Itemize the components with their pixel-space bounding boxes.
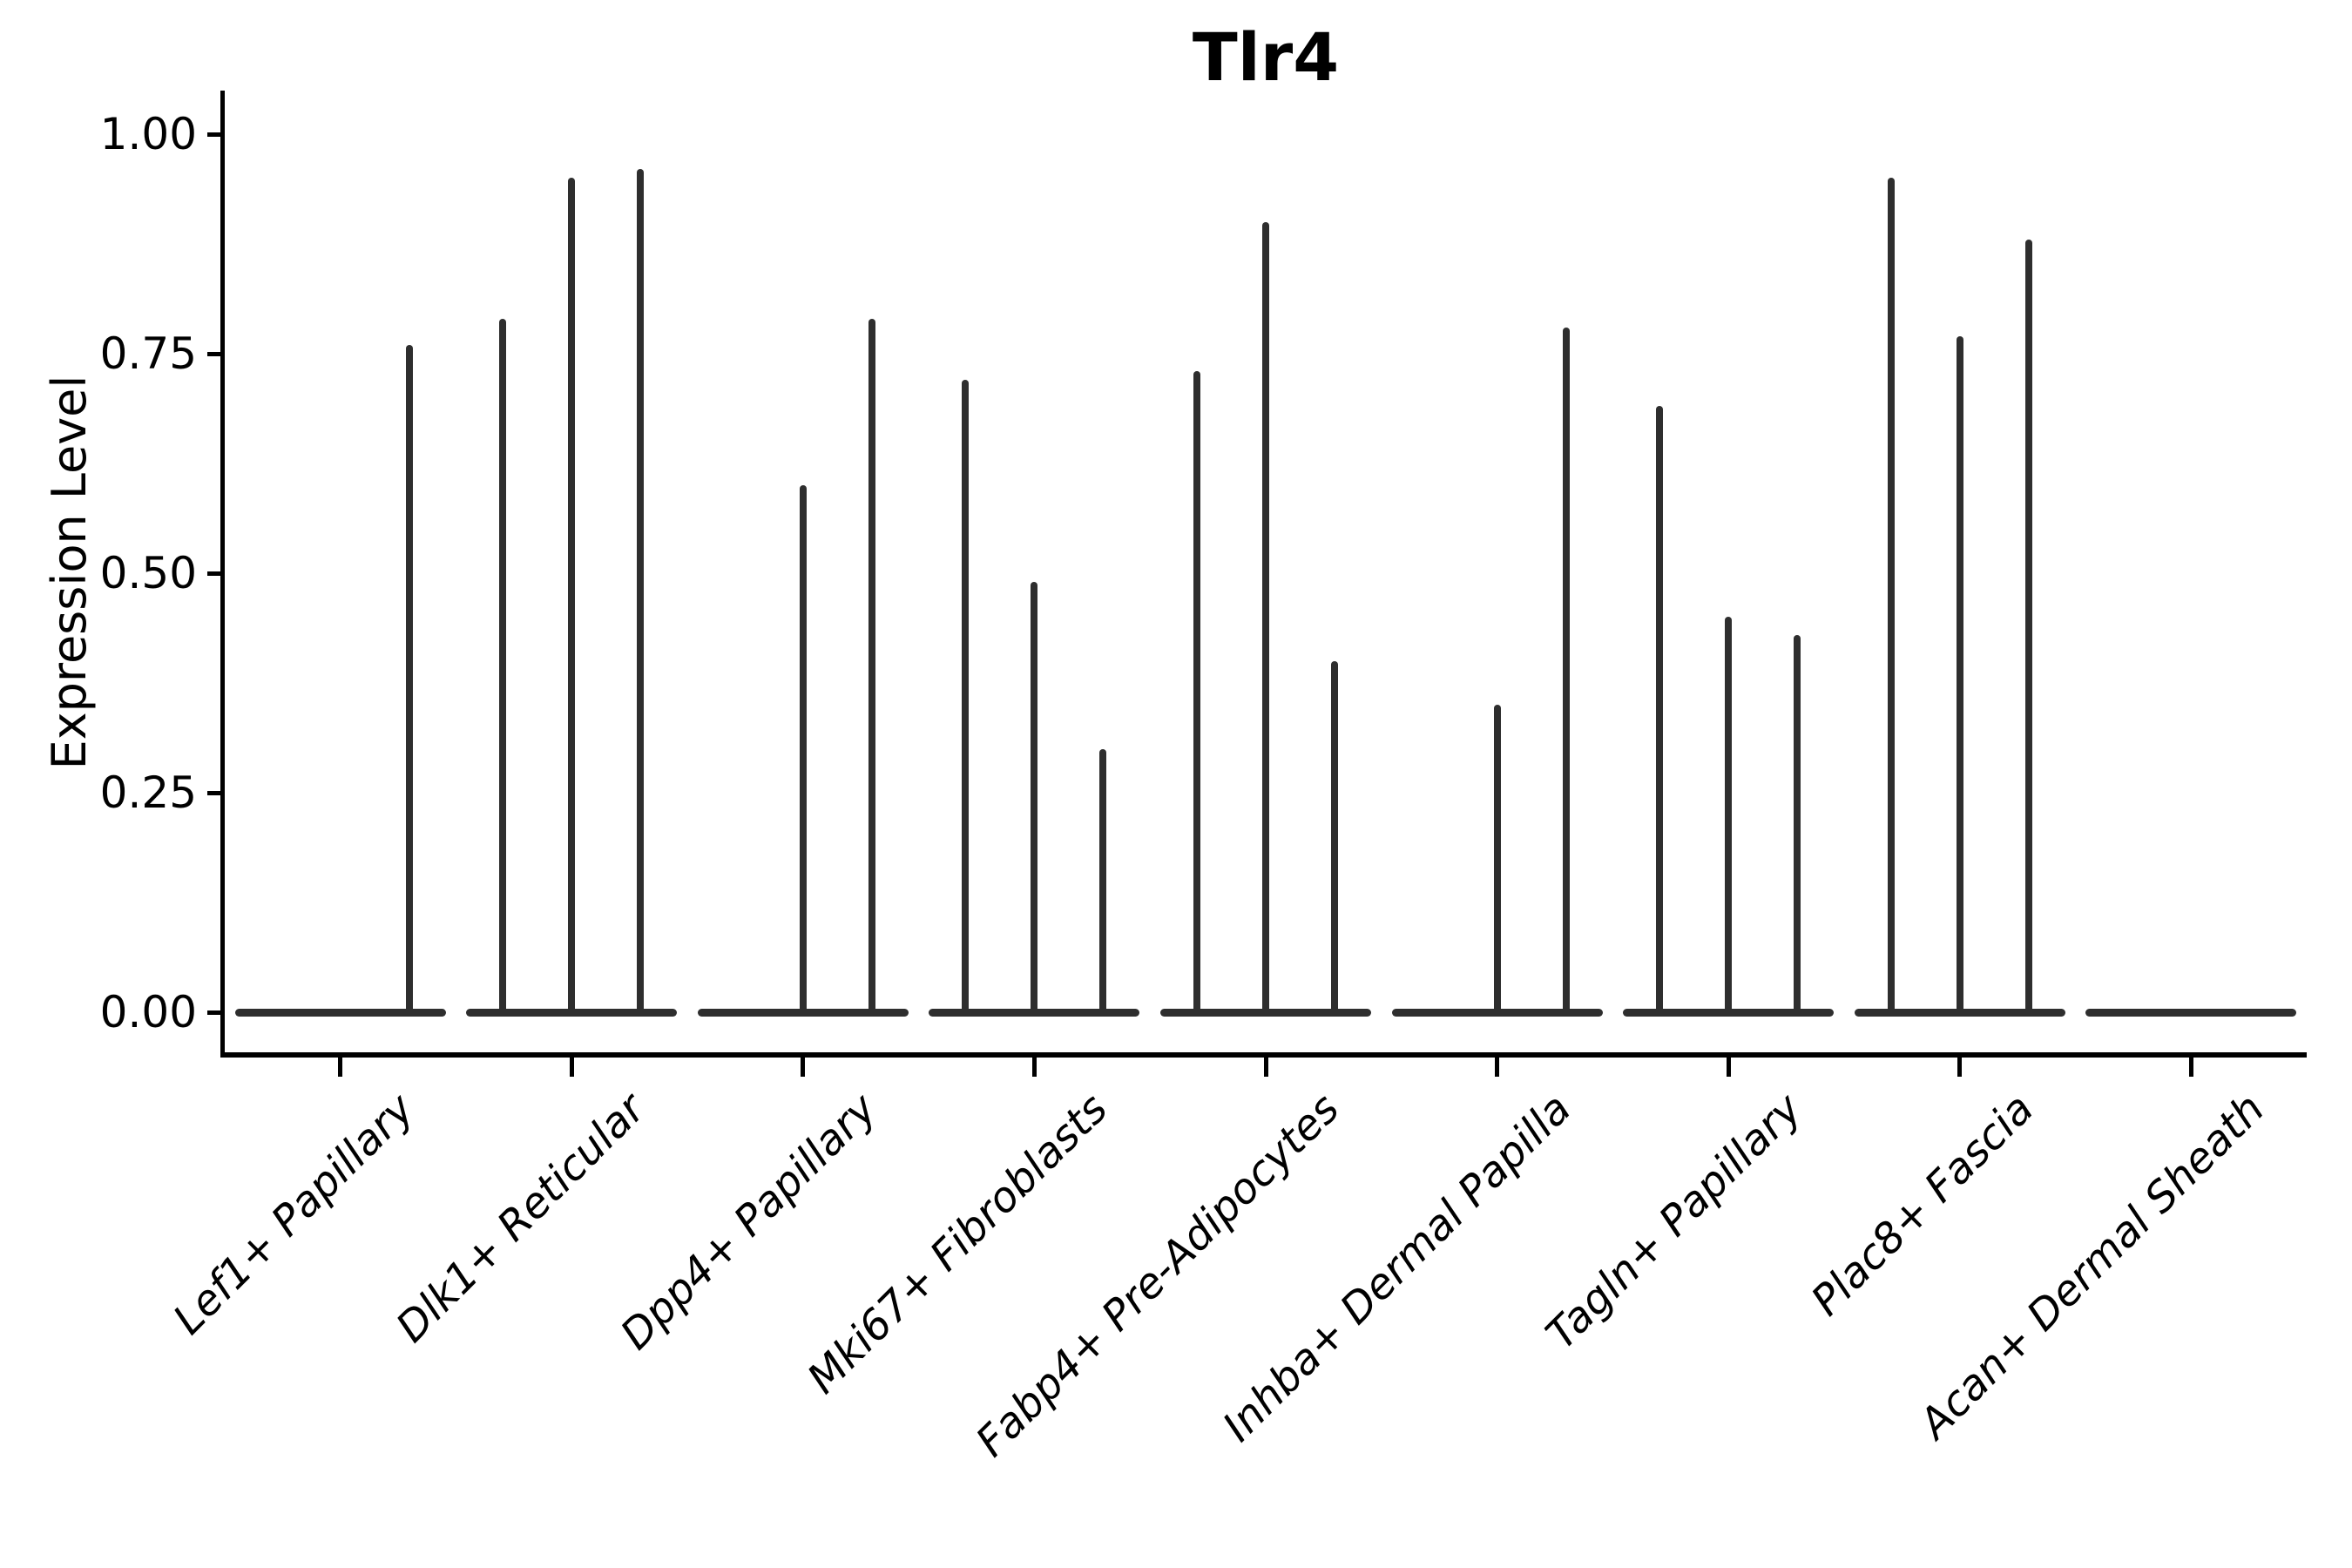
y-tick-mark: [207, 132, 225, 137]
violin-baseline: [929, 1008, 1140, 1017]
violin-baseline: [1160, 1008, 1371, 1017]
violin-baseline: [234, 1008, 446, 1017]
violin-baseline: [1854, 1008, 2065, 1017]
violin-spike: [962, 380, 970, 1012]
violin-spike: [405, 344, 413, 1012]
x-tick-mark: [1957, 1058, 1963, 1077]
violin-spike: [1656, 406, 1664, 1012]
x-tick-mark: [2188, 1058, 2193, 1077]
x-tick-mark: [1263, 1058, 1268, 1077]
y-tick-mark: [207, 351, 225, 356]
x-tick-mark: [1495, 1058, 1500, 1077]
violin-spike: [1562, 327, 1570, 1012]
x-axis-spine: [220, 1052, 2307, 1058]
x-tick-mark: [1726, 1058, 1731, 1077]
violin-baseline: [697, 1008, 909, 1017]
violin-spike: [1262, 221, 1269, 1012]
chart-title: Tlr4: [1192, 18, 1340, 96]
violin-spike: [568, 178, 576, 1012]
violin-baseline: [2085, 1008, 2297, 1017]
y-tick-mark: [207, 571, 225, 576]
x-tick-mark: [801, 1058, 806, 1077]
violin-spike: [799, 485, 807, 1012]
violin-spike: [1099, 748, 1107, 1012]
x-tick-mark: [1031, 1058, 1037, 1077]
y-tick-mark: [207, 790, 225, 795]
violin-spike: [2024, 239, 2032, 1012]
y-tick-label: 0.75: [99, 328, 197, 379]
violin-spike: [499, 318, 507, 1012]
violin-baseline: [1623, 1008, 1835, 1017]
violin-spike: [1725, 617, 1733, 1012]
y-tick-mark: [207, 1010, 225, 1015]
violin-spike: [1493, 705, 1501, 1012]
violin-spike: [1331, 660, 1338, 1012]
violin-spike: [1956, 335, 1963, 1012]
violin-baseline: [1391, 1008, 1603, 1017]
violin-spike: [1031, 582, 1038, 1012]
x-tick-mark: [569, 1058, 574, 1077]
violin-baseline: [466, 1008, 678, 1017]
y-tick-label: 0.00: [99, 987, 197, 1037]
y-tick-label: 0.50: [99, 548, 197, 598]
y-tick-label: 0.25: [99, 767, 197, 818]
y-tick-label: 1.00: [99, 109, 197, 159]
violin-spike: [1887, 178, 1895, 1012]
violin-spike: [1794, 634, 1801, 1012]
violin-spike: [1193, 371, 1200, 1012]
violin-spike: [868, 318, 875, 1012]
violin-spike: [637, 169, 645, 1012]
x-tick-mark: [338, 1058, 343, 1077]
